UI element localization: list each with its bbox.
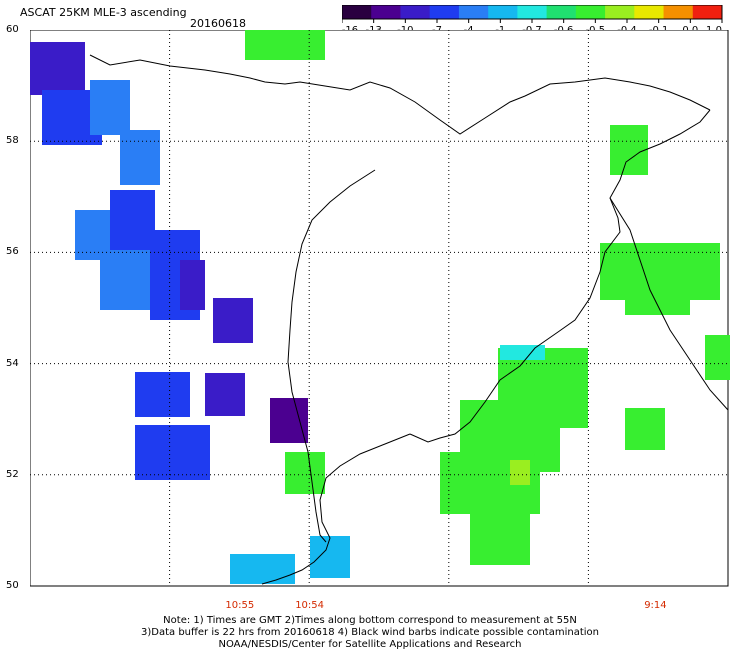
data-cell	[500, 345, 545, 360]
colorbar-segment	[575, 5, 606, 19]
colorbar-segment	[517, 5, 548, 19]
data-cell	[180, 260, 205, 310]
data-cell	[230, 554, 295, 584]
data-cell	[610, 125, 648, 175]
southern-coast	[261, 433, 411, 585]
colorbar-segment	[634, 5, 665, 19]
lat-tick-label: 56	[6, 246, 19, 258]
lat-tick-label: 54	[6, 357, 19, 369]
colorbar-segment	[546, 5, 577, 19]
colorbar-segment	[429, 5, 460, 19]
colorbar-segment	[663, 5, 694, 19]
note-line-1: Note: 1) Times are GMT 2)Times along bot…	[163, 615, 577, 626]
data-cell	[310, 536, 350, 578]
colorbar-segment	[488, 5, 518, 19]
colorbar-segment	[371, 5, 401, 19]
data-cell	[705, 335, 730, 380]
colorbar-segment	[692, 5, 723, 19]
data-cell	[90, 80, 130, 135]
time-label-914: 9:14	[644, 600, 667, 611]
lat-tick-label: 60	[6, 24, 19, 35]
data-cell	[470, 510, 530, 565]
data-cell	[135, 425, 210, 480]
map-date: 20160618	[190, 17, 246, 30]
data-cell	[625, 408, 665, 450]
grid-lines	[30, 30, 728, 586]
lat-tick-label: 58	[6, 135, 19, 147]
east-coast	[609, 197, 729, 411]
data-cell	[245, 30, 325, 60]
data-cell	[285, 452, 325, 494]
time-label-1054: 10:54	[295, 600, 325, 611]
data-cell	[510, 460, 530, 485]
lat-tick-label: 50	[6, 580, 19, 591]
data-cell	[213, 298, 253, 343]
data-cell	[30, 42, 85, 95]
colorbar-segment	[342, 5, 372, 19]
northern-coast	[89, 54, 711, 135]
colorbar-segment	[458, 5, 489, 19]
coastline	[89, 54, 729, 585]
map-title: ASCAT 25KM MLE-3 ascending	[20, 6, 187, 19]
data-cell	[120, 130, 160, 185]
data-cell	[625, 270, 690, 315]
note-line-3: NOAA/NESDIS/Center for Satellite Applica…	[218, 639, 522, 650]
data-cell	[270, 398, 308, 443]
colorbar-segment	[400, 5, 431, 19]
west-kamchatka-coast-north	[409, 109, 711, 443]
time-label-1055: 10:55	[225, 600, 255, 611]
colorbar-segment	[605, 5, 635, 19]
note-line-2: 3)Data buffer is 22 hrs from 20160618 4)…	[141, 627, 599, 638]
okhotsk-shore-west	[287, 169, 376, 543]
data-cells	[30, 30, 730, 584]
data-cell	[205, 373, 245, 416]
data-cell	[135, 372, 190, 417]
data-cell	[110, 190, 155, 260]
lat-tick-label: 52	[6, 468, 19, 480]
swath-map: 150153156159162165	[30, 30, 730, 587]
